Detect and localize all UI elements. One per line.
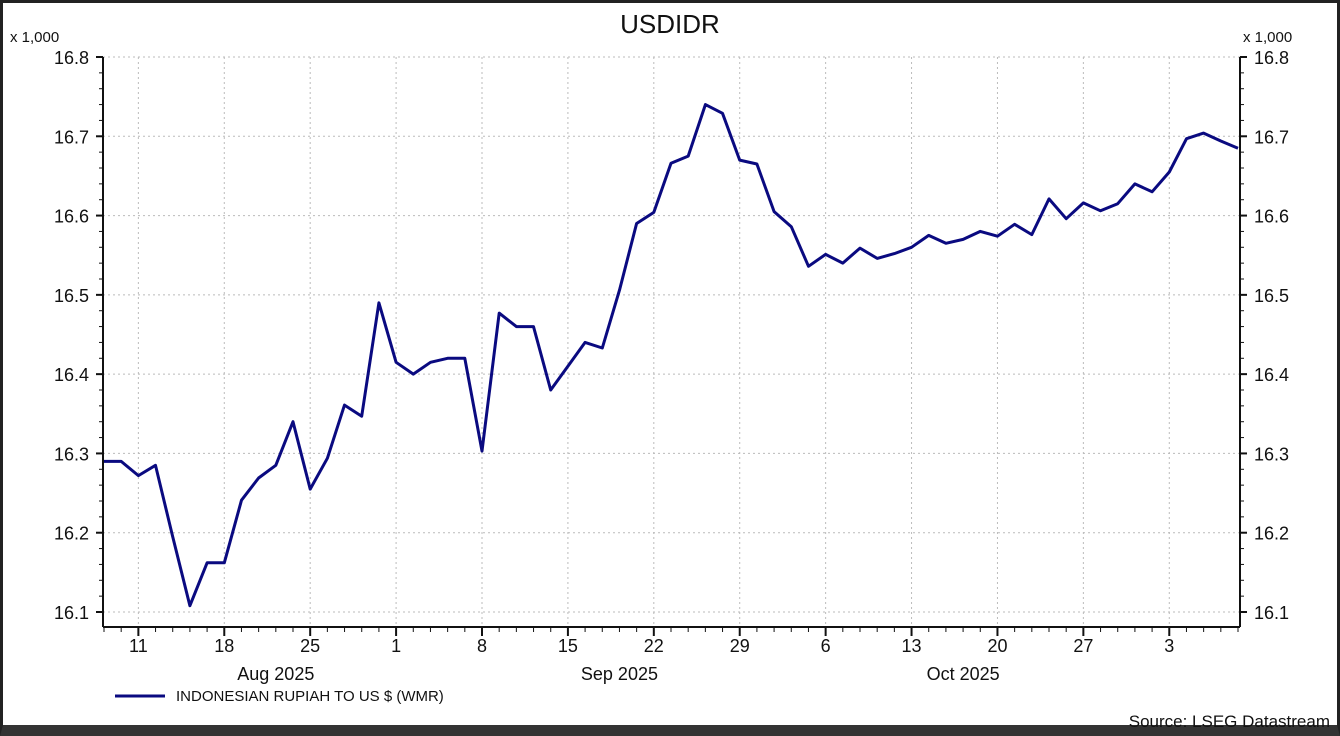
y-tick-label-left: 16.6 [54,207,89,227]
y-unit-label-right: x 1,000 [1243,29,1292,46]
x-month-label: Sep 2025 [581,664,658,684]
y-tick-label-right: 16.1 [1254,603,1289,623]
y-tick-label-left: 16.1 [54,603,89,623]
x-tick-label: 15 [558,636,578,656]
y-tick-label-left: 16.8 [54,48,89,68]
y-tick-label-left: 16.2 [54,524,89,544]
y-tick-label-right: 16.4 [1254,365,1289,385]
y-tick-label-left: 16.7 [54,127,89,147]
y-tick-label-right: 16.2 [1254,524,1289,544]
y-tick-label-right: 16.7 [1254,127,1289,147]
axes [96,40,1247,636]
x-tick-label: 20 [987,636,1007,656]
y-tick-label-right: 16.8 [1254,48,1289,68]
legend-label: INDONESIAN RUPIAH TO US $ (WMR) [176,688,444,705]
gridlines [103,56,1240,627]
x-tick-label: 25 [300,636,320,656]
y-tick-label-left: 16.3 [54,444,89,464]
y-tick-label-left: 16.4 [54,365,89,385]
y-tick-label-right: 16.3 [1254,444,1289,464]
x-tick-label: 29 [730,636,750,656]
x-tick-label: 8 [477,636,487,656]
y-tick-label-left: 16.5 [54,286,89,306]
y-tick-label-right: 16.5 [1254,286,1289,306]
x-tick-label: 6 [821,636,831,656]
y-unit-label-left: x 1,000 [10,29,59,46]
x-month-label: Aug 2025 [237,664,314,684]
x-tick-label: 18 [214,636,234,656]
x-tick-label: 3 [1164,636,1174,656]
x-month-label: Oct 2025 [927,664,1000,684]
x-tick-label: 1 [391,636,401,656]
plot-area [103,40,1240,627]
y-tick-label-right: 16.6 [1254,207,1289,227]
series-line [104,103,1239,608]
x-tick-label: 27 [1073,636,1093,656]
chart-title: USDIDR [620,9,720,39]
x-tick-label: 11 [129,636,148,656]
tick-labels: 16.1 16.1 16.2 16.2 16.3 16.3 16.4 16.4 16.5 16.5… [54,48,1289,684]
source-label: Source: LSEG Datastream [1129,712,1330,731]
x-tick-label: 13 [902,636,922,656]
x-tick-label: 22 [644,636,664,656]
